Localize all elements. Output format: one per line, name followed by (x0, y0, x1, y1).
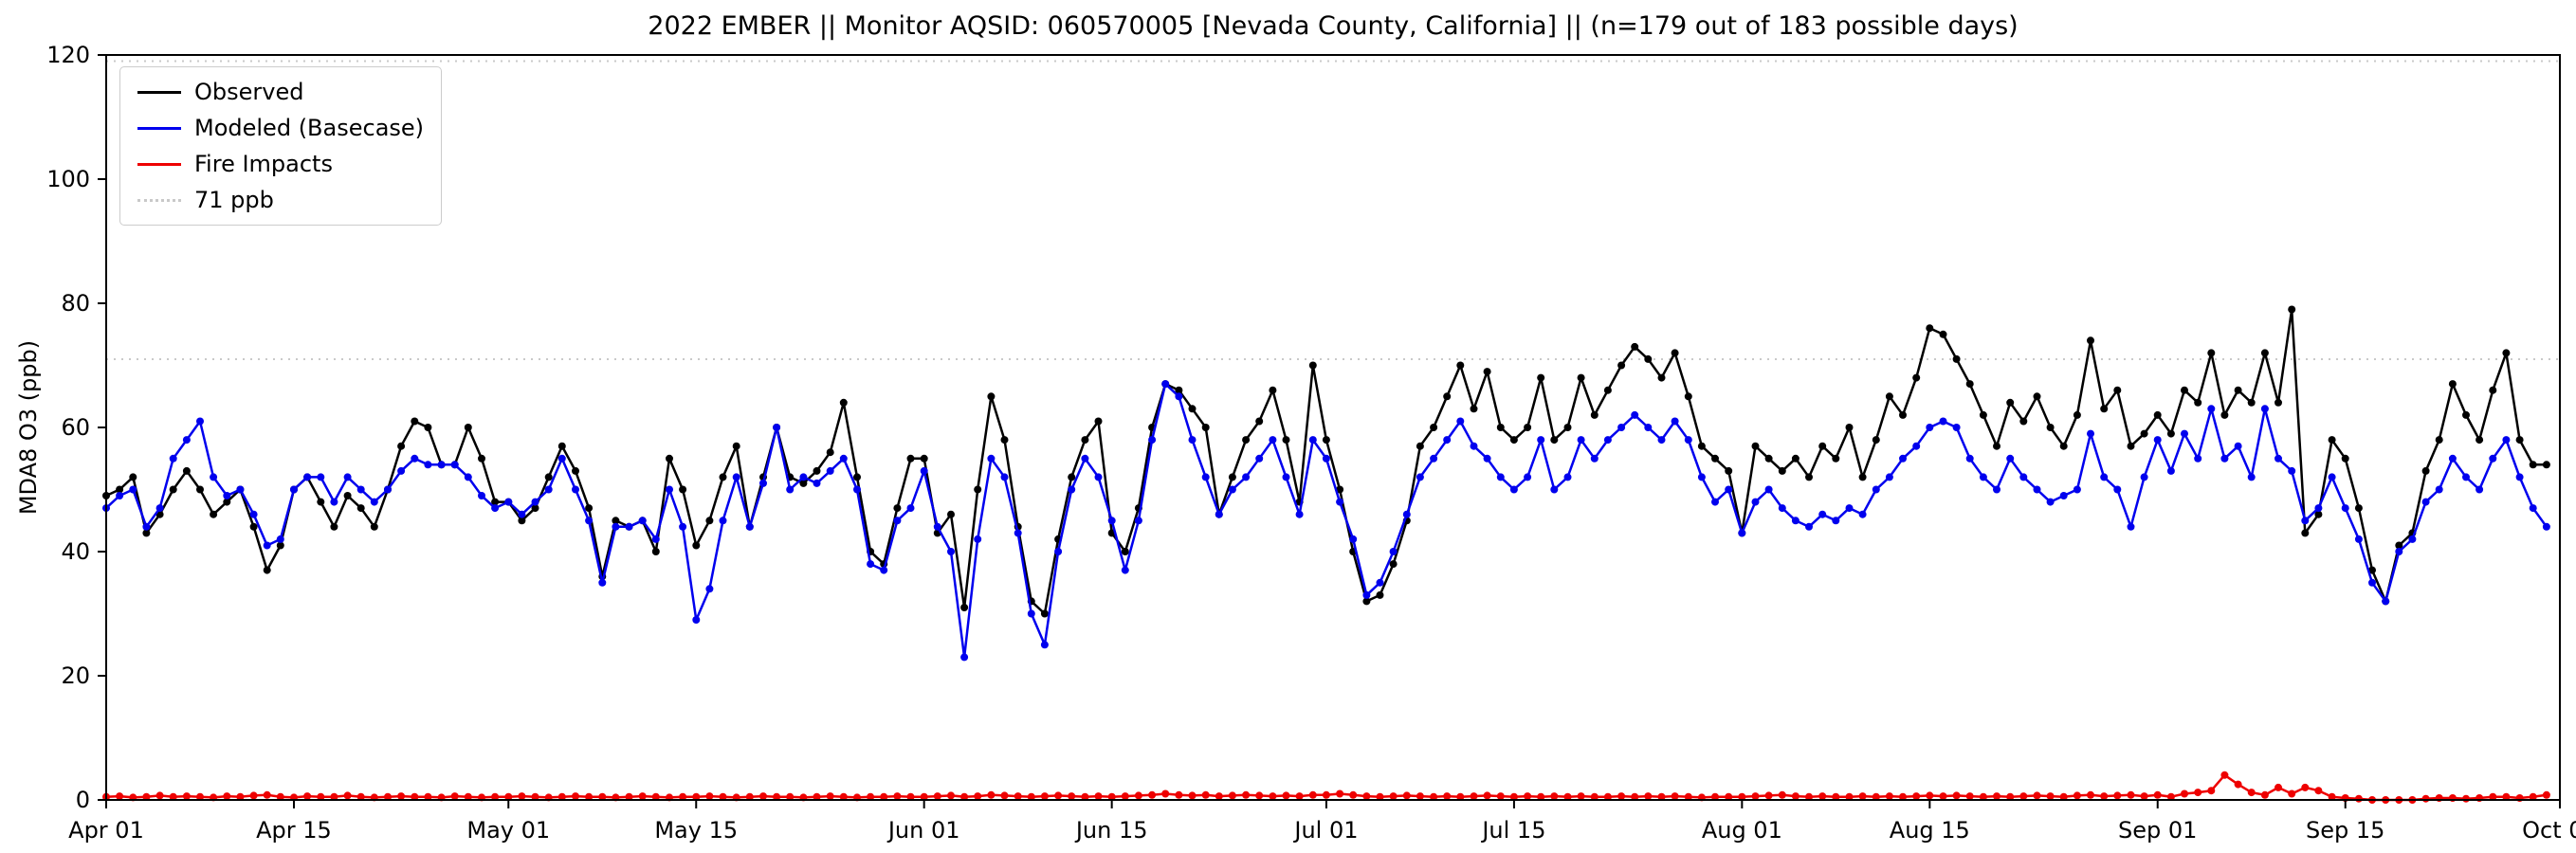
x-tick-label: Aug 15 (1890, 817, 1970, 844)
series-line-1 (105, 382, 2548, 659)
plot-border (105, 54, 2561, 801)
x-tick-label: May 01 (466, 817, 550, 844)
x-tick-label: May 15 (654, 817, 738, 844)
chart-title: 2022 EMBER || Monitor AQSID: 060570005 [… (648, 11, 2019, 41)
x-tick-label: Sep 01 (2118, 817, 2197, 844)
y-tick-label: 80 (61, 290, 90, 317)
legend-label-modeled: Modeled (Basecase) (194, 115, 425, 141)
series-markers-2 (102, 771, 2550, 804)
x-tick-label: Aug 01 (1702, 817, 1782, 844)
y-tick-label: 0 (76, 787, 90, 813)
y-tick-label: 20 (61, 662, 90, 689)
y-tick-label: 40 (61, 538, 90, 565)
legend-label-observed: Observed (194, 79, 304, 105)
x-tick-label: Jul 15 (1480, 817, 1545, 844)
x-tick-label: Apr 01 (68, 817, 144, 844)
x-tick-label: Sep 15 (2306, 817, 2384, 844)
legend: Observed Modeled (Basecase) Fire Impacts… (119, 66, 443, 226)
x-tick-label: Jul 01 (1292, 817, 1358, 844)
y-tick-label: 120 (46, 42, 90, 68)
legend-label-threshold: 71 ppb (194, 187, 274, 213)
legend-item-modeled: Modeled (Basecase) (137, 115, 424, 141)
modeled-line-sample (137, 126, 181, 130)
observed-line-sample (137, 90, 181, 94)
x-tick-label: Jun 01 (886, 817, 960, 844)
y-tick-label: 100 (46, 166, 90, 192)
legend-label-fire-impacts: Fire Impacts (194, 151, 333, 177)
legend-item-threshold: 71 ppb (137, 187, 424, 213)
x-tick-label: Apr 15 (256, 817, 332, 844)
y-tick-label: 60 (61, 414, 90, 441)
series-markers-1 (102, 380, 2550, 662)
x-tick-label: Oct 01 (2522, 817, 2576, 844)
legend-item-observed: Observed (137, 79, 424, 105)
fire-impacts-line-sample (137, 162, 181, 166)
threshold-line-sample (137, 198, 181, 202)
legend-item-fire-impacts: Fire Impacts (137, 151, 424, 177)
x-tick-label: Jun 15 (1074, 817, 1148, 844)
